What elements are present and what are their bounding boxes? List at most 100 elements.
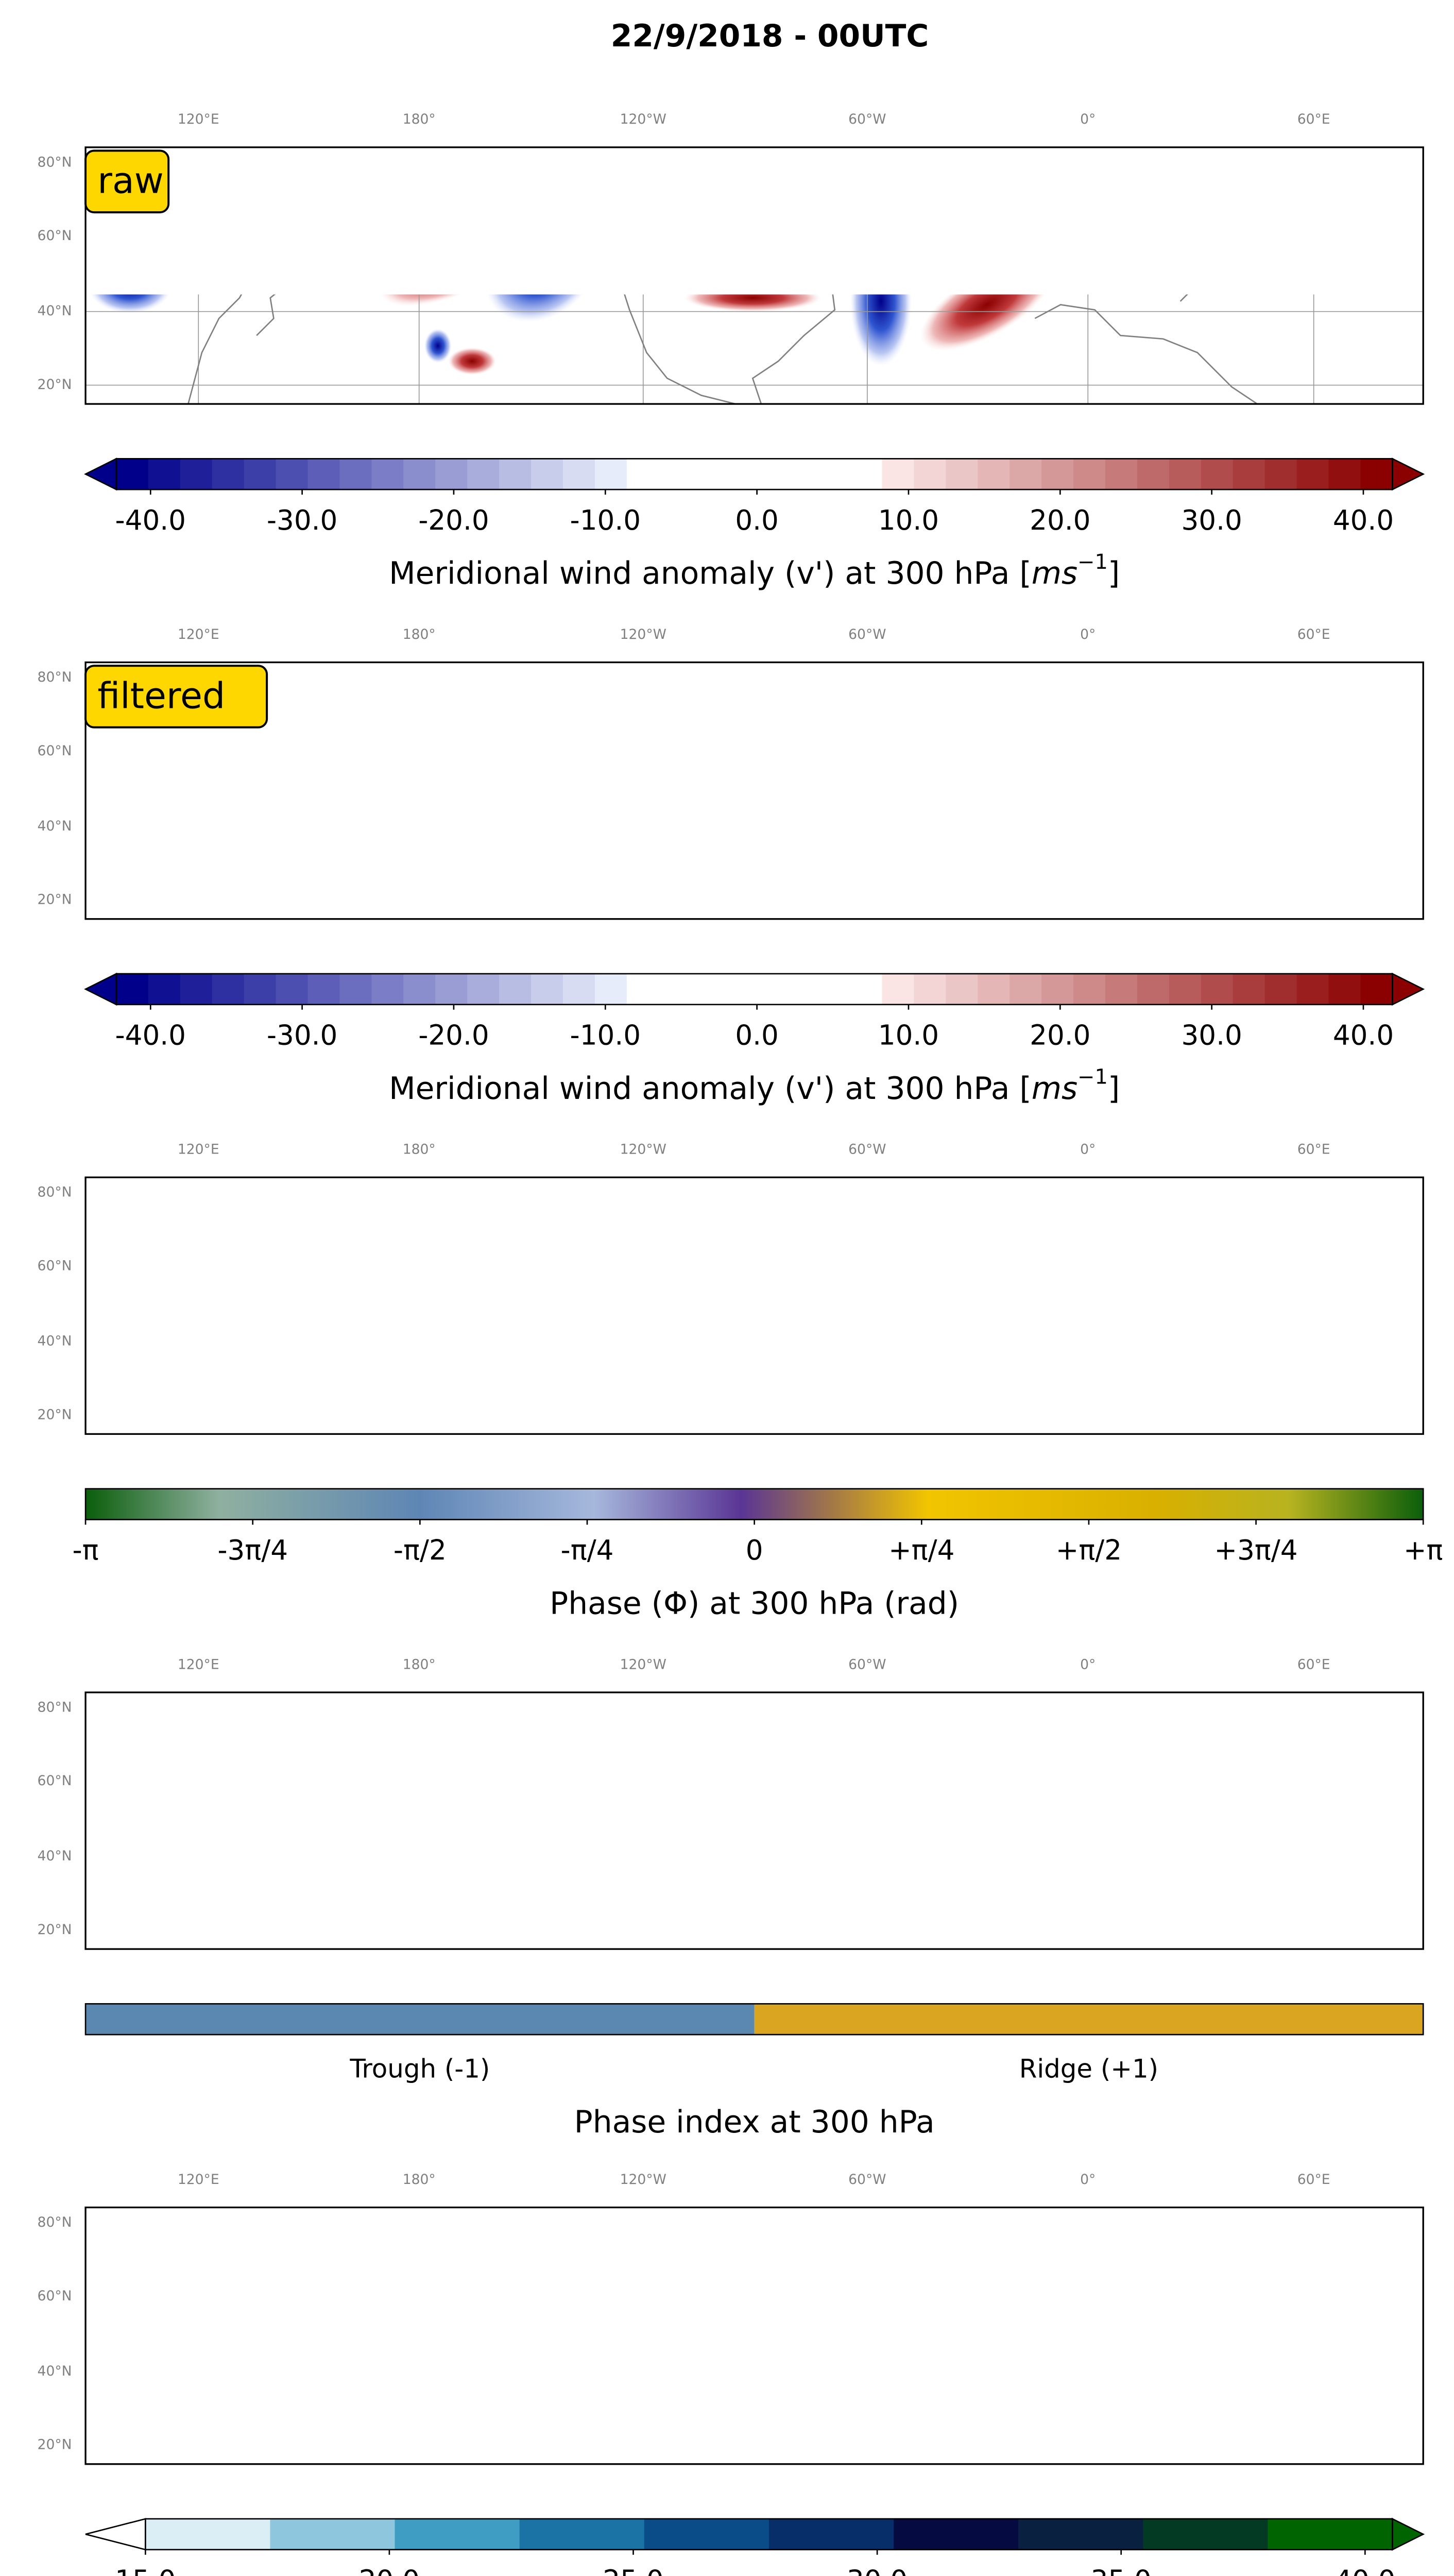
coastline xyxy=(676,147,889,216)
colorbar-label: Phase (Φ) at 300 hPa (rad) xyxy=(550,1586,959,1621)
colorbar-swatch xyxy=(594,974,627,1005)
phase-index-region xyxy=(795,1787,872,1841)
colorbar-tick-label: -π/4 xyxy=(561,1534,614,1566)
latitude-label: 60°N xyxy=(38,2288,72,2304)
longitude-label: 60°E xyxy=(1297,1142,1330,1158)
longitude-label: 120°E xyxy=(178,1142,219,1158)
coastline xyxy=(1027,195,1424,242)
phase-band xyxy=(458,1177,485,1434)
colorbar-swatch xyxy=(116,974,149,1005)
coastline xyxy=(256,799,287,851)
phase-band xyxy=(147,1177,188,1434)
latitude-label: 60°N xyxy=(38,1258,72,1274)
colorbar-swatch xyxy=(1041,974,1074,1005)
colorbar-swatch xyxy=(435,974,468,1005)
latitude-label: 20°N xyxy=(38,2437,72,2453)
latitude-label: 60°N xyxy=(38,743,72,759)
colorbar-tick-label: 0.0 xyxy=(735,1020,778,1052)
anomaly-blob xyxy=(1245,725,1355,787)
colorbar-swatch xyxy=(145,2519,271,2550)
phase-index-region xyxy=(140,1826,243,1863)
phase-band xyxy=(1392,1177,1419,1434)
colorbar-swatch xyxy=(244,459,277,490)
colorbar-swatch xyxy=(1073,974,1106,1005)
colorbar-swatch xyxy=(754,459,787,490)
longitude-label: 120°E xyxy=(178,626,219,642)
anomaly-blob xyxy=(850,294,912,366)
anomaly-blob xyxy=(223,778,291,820)
colorbar-swatch xyxy=(307,459,340,490)
colorbar-swatch xyxy=(1105,459,1138,490)
longitude-label: 180° xyxy=(403,2172,436,2188)
colorbar-swatch xyxy=(339,459,372,490)
coastline xyxy=(256,294,276,336)
colorbar-extend-low xyxy=(85,2518,146,2551)
colorbar-swatch xyxy=(626,459,659,490)
amplitude-blob xyxy=(702,2290,1078,2433)
colorbar-swatch xyxy=(1233,459,1265,490)
phase-band xyxy=(192,1177,218,1434)
longitude-label: 60°E xyxy=(1297,2172,1330,2188)
phase-index-region xyxy=(1369,1782,1423,1846)
phase-index-region xyxy=(1067,1855,1088,1869)
colorbar-swatch xyxy=(786,459,819,490)
phase-background xyxy=(85,1177,1423,1434)
colorbar-tick-label: 10.0 xyxy=(878,1020,939,1052)
latitude-label: 40°N xyxy=(38,2363,72,2379)
coastline xyxy=(565,2221,835,2464)
coastline xyxy=(1095,2320,1198,2362)
phase-index-region xyxy=(308,1792,427,1843)
longitude-label: 60°W xyxy=(848,1142,886,1158)
longitude-label: 60°E xyxy=(1297,1656,1330,1672)
panel-badge xyxy=(84,149,170,214)
latitude-label: 40°N xyxy=(38,1333,72,1349)
colorbar-tick-label: 40.0 xyxy=(1333,1020,1394,1052)
colorbar-swatch xyxy=(1010,459,1042,490)
longitude-label: 180° xyxy=(403,1142,436,1158)
latitude-label: 20°N xyxy=(38,1406,72,1422)
colorbar-label-part: ms xyxy=(1032,556,1077,591)
phase-band xyxy=(414,1177,455,1434)
colorbar-frame xyxy=(115,973,1393,1006)
colorbar-swatch xyxy=(499,974,532,1005)
longitude-label: 120°W xyxy=(620,1142,666,1158)
amplitude-blob xyxy=(316,2296,658,2392)
map-background xyxy=(85,663,1423,919)
anomaly-blob xyxy=(1030,729,1091,784)
colorbar-tick-label: -3π/4 xyxy=(217,1534,288,1566)
colorbar-swatch xyxy=(276,974,309,1005)
latitude-label: 80°N xyxy=(38,1699,72,1715)
colorbar-swatch xyxy=(882,459,915,490)
colorbar-label-part: Phase (Φ) at 300 hPa (rad) xyxy=(550,1586,959,1621)
colorbar-swatch xyxy=(882,974,915,1005)
phase-index-region xyxy=(427,1782,547,1850)
longitude-label: 120°E xyxy=(178,2172,219,2188)
coastline xyxy=(1095,1290,1198,1331)
colorbar-swatch xyxy=(1296,974,1329,1005)
colorbar-swatch xyxy=(1143,2519,1269,2550)
colorbar-tick-label: 20.0 xyxy=(359,2565,420,2576)
map-background xyxy=(85,1177,1423,1434)
colorbar-tick-label: -10.0 xyxy=(570,504,641,536)
panel-badge xyxy=(84,665,268,728)
colorbar-swatch xyxy=(270,2519,396,2550)
map-frame xyxy=(84,2206,1424,2465)
phase-band xyxy=(1125,1177,1152,1434)
colorbar-swatch xyxy=(1169,974,1202,1005)
coastline xyxy=(256,1829,287,1881)
colorbar-swatch xyxy=(1169,459,1202,490)
longitude-label: 120°W xyxy=(620,111,666,127)
anomaly-blob xyxy=(645,710,741,752)
colorbar-gradient xyxy=(84,1488,1424,1520)
coastline xyxy=(188,1208,444,1434)
map-field xyxy=(58,1177,1423,1434)
colorbar: -40.0 -30.0 -20.0 -10.0 0.0 10.0 20.0 30.0 40.0 M… xyxy=(84,457,1425,591)
phase-band xyxy=(1214,1177,1255,1434)
anomaly-blob xyxy=(219,199,260,233)
colorbar-label-part: ] xyxy=(1108,556,1120,591)
colorbar-swatch xyxy=(1233,974,1265,1005)
phase-band xyxy=(948,1177,988,1434)
coastline xyxy=(513,714,735,919)
longitude-label: 60°W xyxy=(848,111,886,127)
latitude-label: 80°N xyxy=(38,669,72,685)
